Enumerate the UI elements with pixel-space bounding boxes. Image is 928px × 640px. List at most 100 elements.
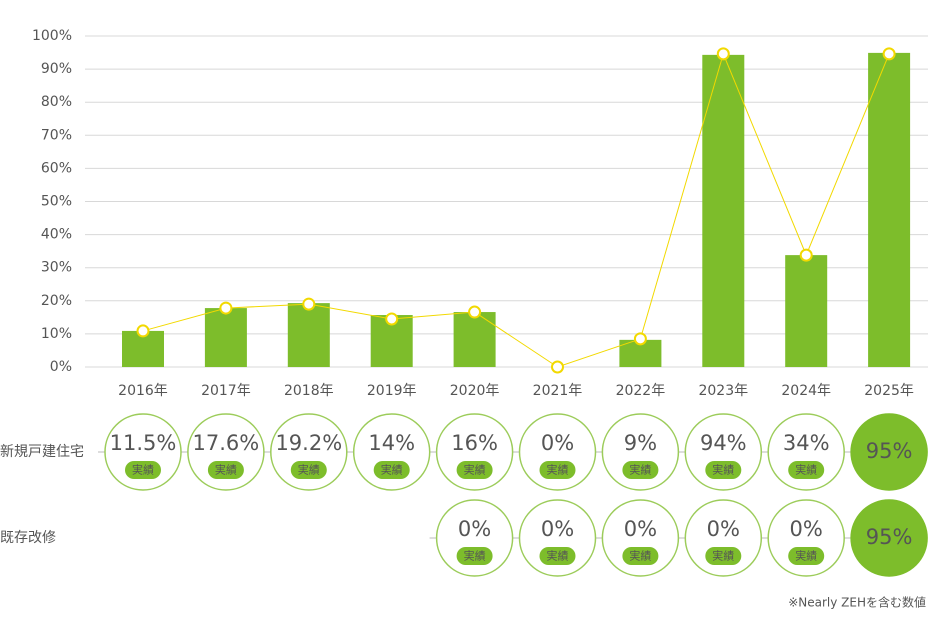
y-tick-label: 100% [32,28,72,44]
item-circle [104,413,182,491]
badge [705,461,742,479]
footnote: ※Nearly ZEHを含む数値 [788,595,926,610]
badge [456,547,493,565]
badge-label: 実績 [464,549,486,563]
item-circle [767,413,845,491]
badge [622,547,659,565]
line-point [633,332,647,346]
badge [539,461,576,479]
item-circle [435,413,514,491]
item-value: 11.5% [110,431,177,455]
item-value: 94% [700,431,747,455]
y-tick-label: 90% [41,61,72,77]
badge [622,461,659,479]
line-point [468,305,482,319]
bar [702,54,745,367]
row-label: 新規戸建住宅 [0,444,84,460]
line-point [716,47,730,61]
x-tick-label: 2022年 [616,383,666,399]
badge-label: 実績 [712,549,734,563]
item-value: 9% [624,431,657,455]
y-tick-label: 30% [41,260,72,276]
y-tick-label: 20% [41,293,72,309]
item-value: 0% [707,517,740,541]
badge-label: 実績 [464,463,486,477]
x-tick-label: 2017年 [201,383,251,399]
item-circle [187,413,265,491]
line-point [219,301,233,315]
item-circle [767,499,845,577]
item-value: 0% [624,517,657,541]
x-tick-label: 2018年 [284,383,334,399]
y-tick-label: 50% [41,194,72,210]
bar [868,52,911,367]
item-circle [435,499,514,577]
badge [456,461,493,479]
line-point [302,297,316,311]
item-circle [684,499,763,577]
badge-label: 実績 [381,463,403,477]
item-value: 16% [451,431,498,455]
item-value: 14% [368,431,415,455]
item-value: 0% [541,517,574,541]
bar [287,303,330,367]
item-circle [684,413,763,491]
badge-label: 実績 [795,463,817,477]
item-circle [850,413,928,491]
item-value: 0% [790,517,823,541]
badge-label: 実績 [547,549,569,563]
y-tick-label: 0% [50,359,72,375]
item-value: 34% [783,431,830,455]
row-label: 既存改修 [0,530,56,546]
item-value: 0% [458,517,491,541]
bar [785,255,828,367]
badge-label: 実績 [795,549,817,563]
x-tick-label: 2021年 [533,383,583,399]
item-value: 0% [541,431,574,455]
y-tick-label: 80% [41,94,72,110]
x-tick-label: 2016年 [118,383,168,399]
item-circle [850,499,928,577]
badge-label: 実績 [712,463,734,477]
badge-label: 実績 [298,463,320,477]
badge-label: 実績 [629,463,651,477]
y-tick-label: 70% [41,127,72,143]
badge [290,461,327,479]
x-tick-label: 2025年 [864,383,914,399]
badge-label: 実績 [215,463,237,477]
item-circle [601,413,680,491]
item-circle [518,499,597,577]
item-value: 17.6% [193,431,260,455]
item-value: 19.2% [275,431,342,455]
badge-label: 実績 [629,549,651,563]
item-circle [601,499,680,577]
y-tick-label: 10% [41,326,72,342]
bar [204,308,247,367]
badge [788,461,825,479]
badge [207,461,244,479]
badge [125,461,161,479]
badge-label: 実績 [547,463,569,477]
item-value: 95% [866,439,913,463]
line [142,52,890,368]
bar [453,312,496,367]
line-point [136,324,150,338]
x-tick-label: 2024年 [781,383,831,399]
y-tick-label: 40% [41,227,72,243]
x-tick-label: 2019年 [367,383,417,399]
x-tick-label: 2023年 [698,383,748,399]
item-circle [352,413,431,491]
item-circle [270,413,348,491]
line-point [551,360,564,374]
y-tick-label: 60% [41,160,72,176]
item-circle [518,413,597,491]
line-point [882,47,896,61]
line-point [799,248,813,262]
badge [705,547,742,565]
x-tick-label: 2020年 [450,383,500,399]
badge [373,461,410,479]
badge [788,547,825,565]
badge-label: 実績 [132,463,154,477]
line-point [385,312,399,326]
